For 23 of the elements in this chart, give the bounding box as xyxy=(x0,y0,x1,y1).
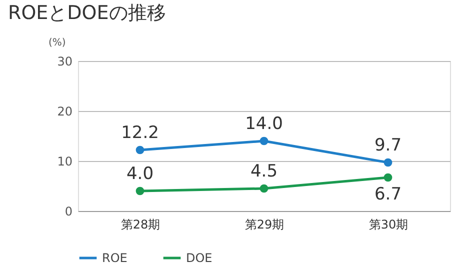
y-tick-label: 20 xyxy=(57,104,72,118)
x-tick-label: 第30期 xyxy=(368,218,408,232)
data-label: 14.0 xyxy=(245,114,283,134)
legend-label: ROE xyxy=(102,251,128,265)
chart-title: ROEとDOEの推移 xyxy=(8,2,166,24)
point xyxy=(384,158,392,167)
data-label: 4.5 xyxy=(250,162,278,182)
legend-label: DOE xyxy=(186,251,212,265)
y-axis-title: (%) xyxy=(48,38,66,48)
data-label: 9.7 xyxy=(374,136,402,156)
y-tick-label: 0 xyxy=(64,204,72,218)
point xyxy=(136,146,144,154)
point xyxy=(384,173,392,182)
point xyxy=(260,184,268,193)
y-tick-label: 10 xyxy=(57,154,72,168)
y-tick-label: 30 xyxy=(57,54,72,68)
point xyxy=(136,186,144,196)
data-label: 6.7 xyxy=(374,184,402,204)
data-label: 12.2 xyxy=(121,123,159,143)
x-tick-label: 第29期 xyxy=(244,218,284,232)
x-tick-label: 第28期 xyxy=(120,218,160,232)
point xyxy=(260,136,268,146)
data-label: 4.0 xyxy=(126,164,154,184)
